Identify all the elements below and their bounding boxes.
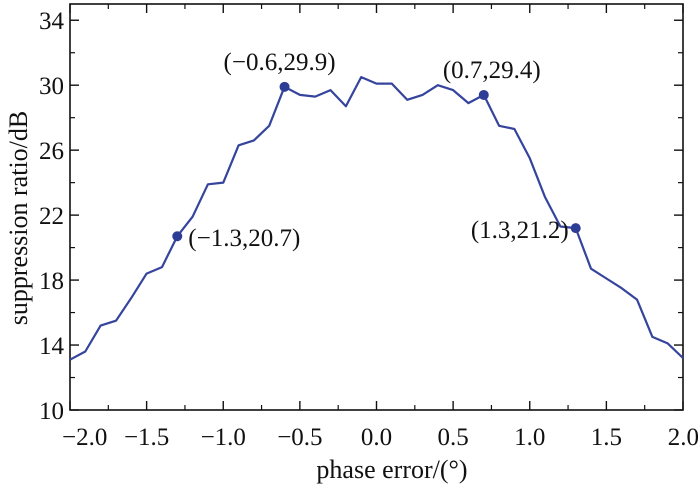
highlight-point [172, 231, 183, 242]
highlight-point [478, 89, 489, 100]
series-line [69, 75, 684, 361]
x-tick-label: −2.0 [62, 424, 107, 451]
series-layer [69, 75, 684, 361]
y-tick-label: 34 [39, 8, 65, 35]
y-tick-label: 22 [39, 203, 64, 230]
y-tick-label: 30 [39, 73, 64, 100]
x-tick-label: −1.5 [124, 424, 169, 451]
point-annotation: (−1.3,20.7) [188, 225, 300, 252]
y-axis-title: suppression ratio/dB [4, 111, 33, 326]
point-annotation: (1.3,21.2) [471, 217, 569, 244]
x-tick-label: 1.5 [591, 424, 622, 451]
plot-area [69, 3, 684, 411]
highlight-point [279, 81, 290, 92]
highlight-point [570, 223, 581, 234]
x-axis-title: phase error/(°) [316, 455, 467, 484]
x-tick-label: 1.0 [514, 424, 545, 451]
y-tick-label: 26 [39, 138, 64, 165]
x-tick-label: −1.0 [201, 424, 246, 451]
axis-ticks [69, 4, 684, 411]
x-tick-label: 2.0 [668, 424, 699, 451]
x-tick-label: −0.5 [277, 424, 322, 451]
x-tick-label: 0.0 [361, 424, 392, 451]
y-tick-label: 14 [39, 333, 65, 360]
annotations: (−1.3,20.7) (−0.6,29.9) (0.7,29.4) (1.3,21.… [172, 49, 581, 252]
plot-frame [69, 3, 684, 411]
y-tick-label: 10 [39, 398, 64, 425]
tick-labels: 10 14 18 22 26 30 34 −2.0 −1.5 −1.0 −0.5 0.0 0.5 1.0 1… [39, 8, 699, 451]
point-annotation: (−0.6,29.9) [224, 49, 336, 76]
y-tick-label: 18 [39, 268, 64, 295]
x-tick-label: 0.5 [438, 424, 469, 451]
point-annotation: (0.7,29.4) [443, 57, 541, 84]
